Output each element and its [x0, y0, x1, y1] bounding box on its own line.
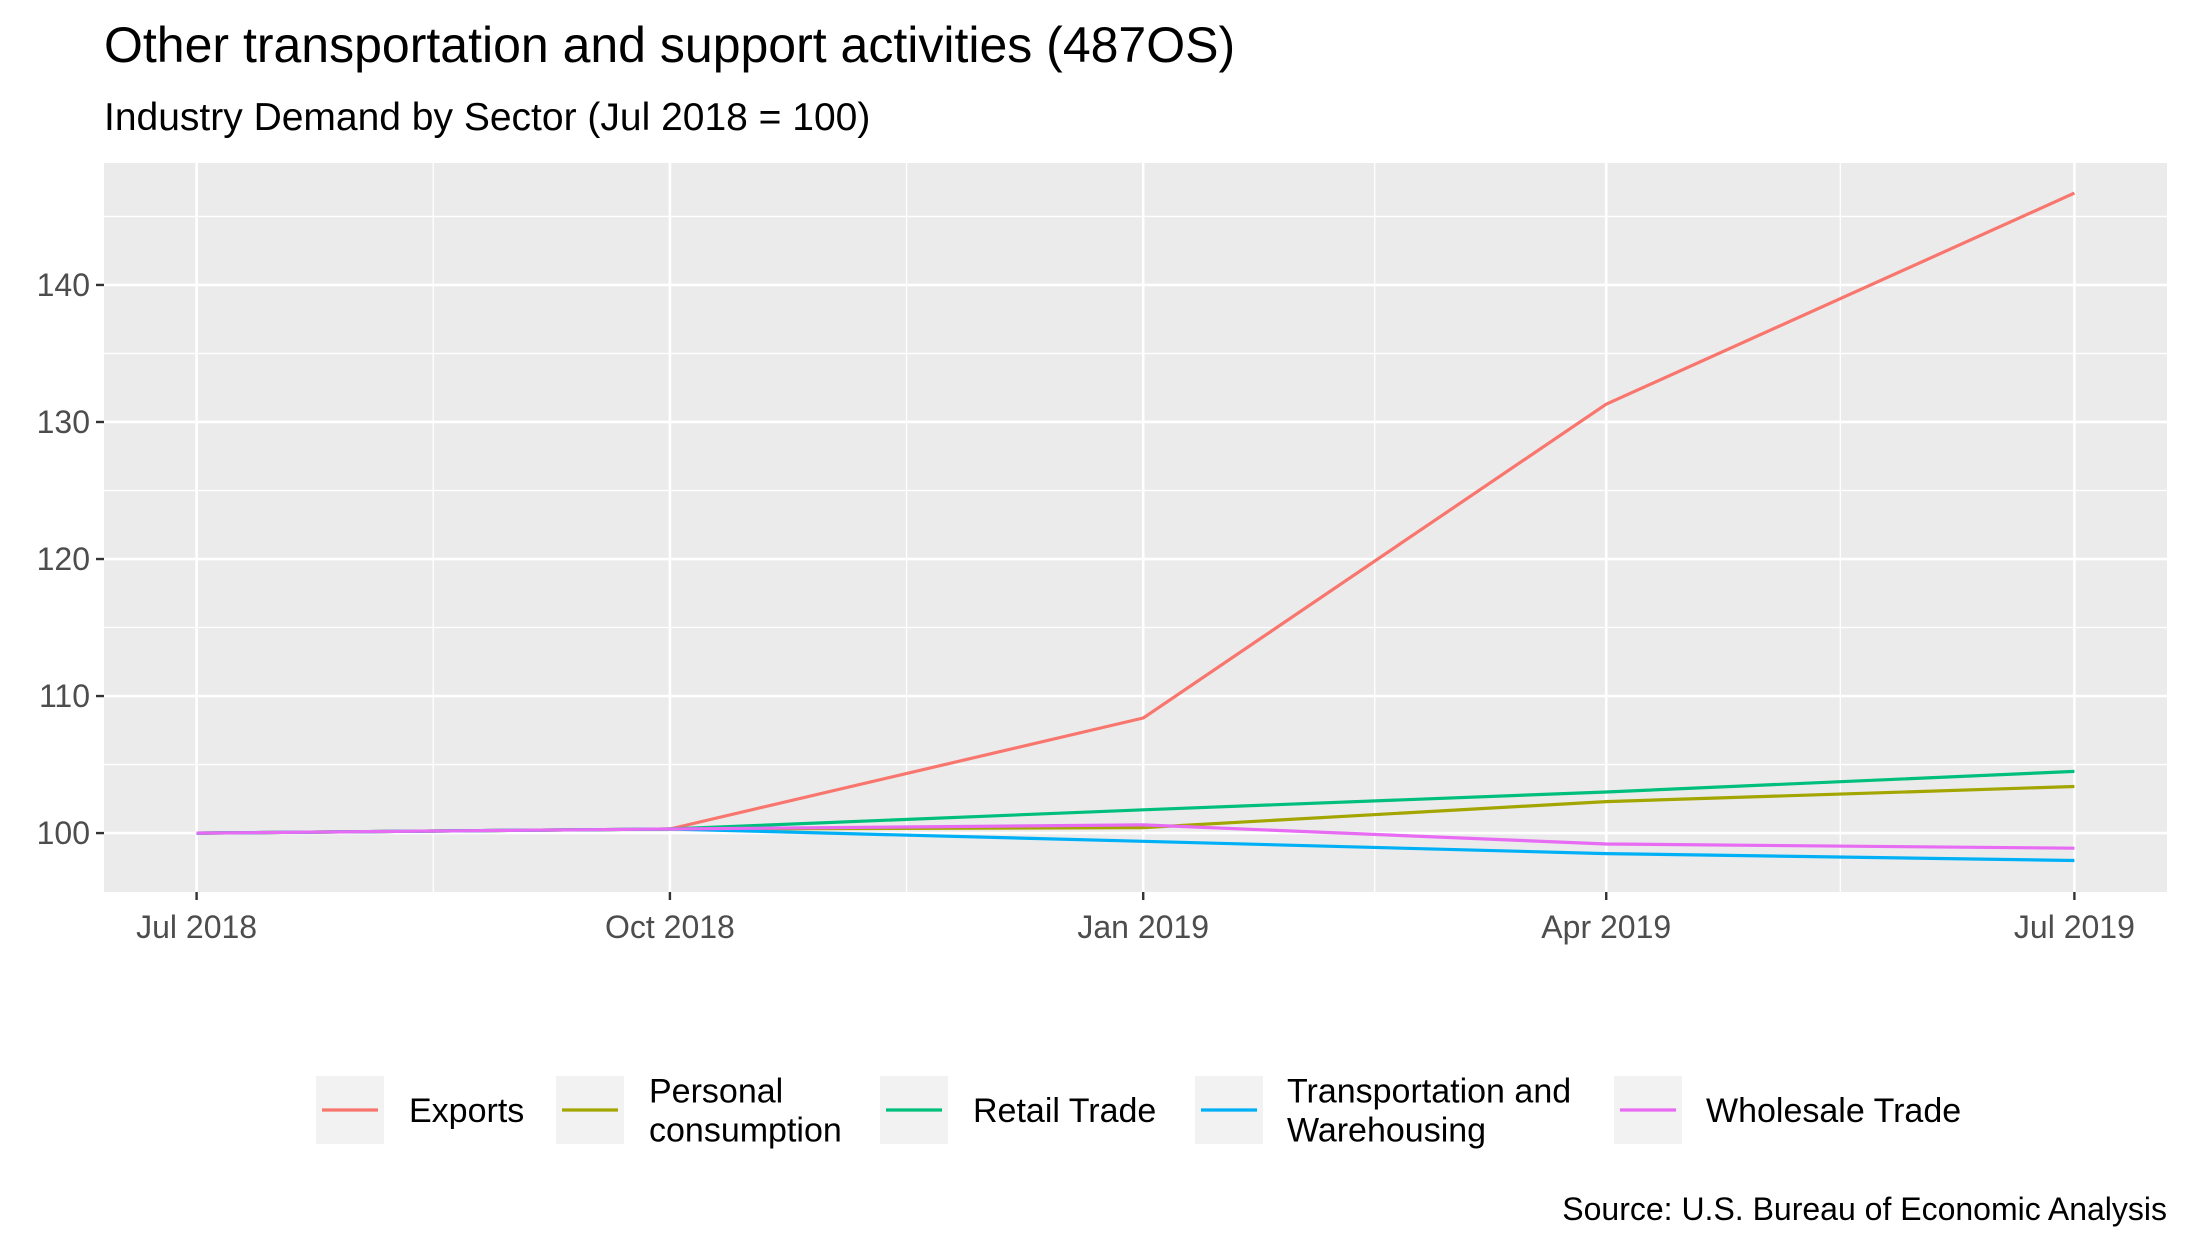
y-axis: 100 110 120 130 140 [37, 267, 104, 851]
series-line-wholesale-trade [196, 823, 2075, 850]
y-tick-label: 140 [37, 267, 90, 303]
legend-item-exports: Exports [316, 1076, 524, 1144]
y-tick-label: 110 [39, 678, 90, 714]
x-axis: Jul 2018 Oct 2018 Jan 2019 Apr 2019 Jul 2019 [136, 892, 2135, 945]
major-gridlines [104, 163, 2167, 892]
y-tick-label: 100 [37, 815, 90, 851]
legend-item-retail-trade: Retail Trade [880, 1076, 1156, 1144]
source-caption: Source: U.S. Bureau of Economic Analysis [1562, 1191, 2167, 1227]
chart-subtitle: Industry Demand by Sector (Jul 2018 = 10… [104, 96, 870, 139]
x-tick-label: Jan 2019 [1077, 909, 1209, 945]
x-tick-label: Jul 2018 [136, 909, 257, 945]
y-tick-label: 130 [37, 404, 90, 440]
x-tick-label: Oct 2018 [605, 909, 735, 945]
legend-label: Warehousing [1287, 1112, 1486, 1150]
y-tick-label: 120 [37, 541, 90, 577]
chart-title: Other transportation and support activit… [104, 17, 1235, 73]
legend-item-wholesale-trade: Wholesale Trade [1614, 1076, 1961, 1144]
x-tick-label: Jul 2019 [2014, 909, 2135, 945]
legend-label: consumption [649, 1112, 842, 1150]
legend-label: Wholesale Trade [1706, 1092, 1961, 1130]
plot-panel [104, 163, 2167, 892]
x-tick-label: Apr 2019 [1541, 909, 1671, 945]
legend-label: Retail Trade [973, 1092, 1156, 1130]
legend-label: Personal [649, 1073, 783, 1111]
legend-label: Transportation and [1287, 1073, 1571, 1111]
series-lines [196, 191, 2076, 863]
legend-label: Exports [409, 1092, 524, 1130]
